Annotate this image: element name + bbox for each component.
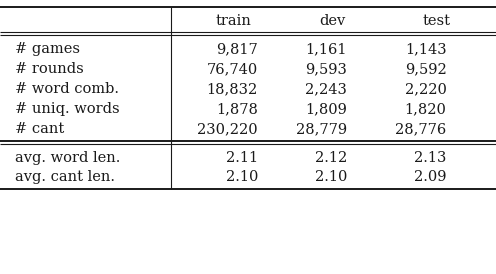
Text: 18,832: 18,832 <box>207 82 258 96</box>
Text: avg. word len.: avg. word len. <box>15 151 120 165</box>
Text: avg. cant len.: avg. cant len. <box>15 170 115 184</box>
Text: 1,809: 1,809 <box>306 102 347 116</box>
Text: 2.10: 2.10 <box>315 170 347 184</box>
Text: 2.11: 2.11 <box>226 151 258 165</box>
Text: # word comb.: # word comb. <box>15 82 119 96</box>
Text: 28,779: 28,779 <box>296 122 347 136</box>
Text: 1,161: 1,161 <box>306 42 347 56</box>
Text: 2.10: 2.10 <box>226 170 258 184</box>
Text: 1,143: 1,143 <box>405 42 446 56</box>
Text: 9,592: 9,592 <box>405 62 446 76</box>
Text: 2.12: 2.12 <box>315 151 347 165</box>
Text: 28,776: 28,776 <box>395 122 446 136</box>
Text: 2,243: 2,243 <box>306 82 347 96</box>
Text: train: train <box>215 14 251 28</box>
Text: 76,740: 76,740 <box>207 62 258 76</box>
Text: # uniq. words: # uniq. words <box>15 102 120 116</box>
Text: 2.13: 2.13 <box>414 151 446 165</box>
Text: 2.09: 2.09 <box>414 170 446 184</box>
Text: 9,817: 9,817 <box>216 42 258 56</box>
Text: dev: dev <box>319 14 345 28</box>
Text: 230,220: 230,220 <box>197 122 258 136</box>
Text: # cant: # cant <box>15 122 64 136</box>
Text: 1,820: 1,820 <box>405 102 446 116</box>
Text: test: test <box>423 14 450 28</box>
Text: 1,878: 1,878 <box>216 102 258 116</box>
Text: 9,593: 9,593 <box>306 62 347 76</box>
Text: # rounds: # rounds <box>15 62 84 76</box>
Text: # games: # games <box>15 42 80 56</box>
Text: 2,220: 2,220 <box>405 82 446 96</box>
